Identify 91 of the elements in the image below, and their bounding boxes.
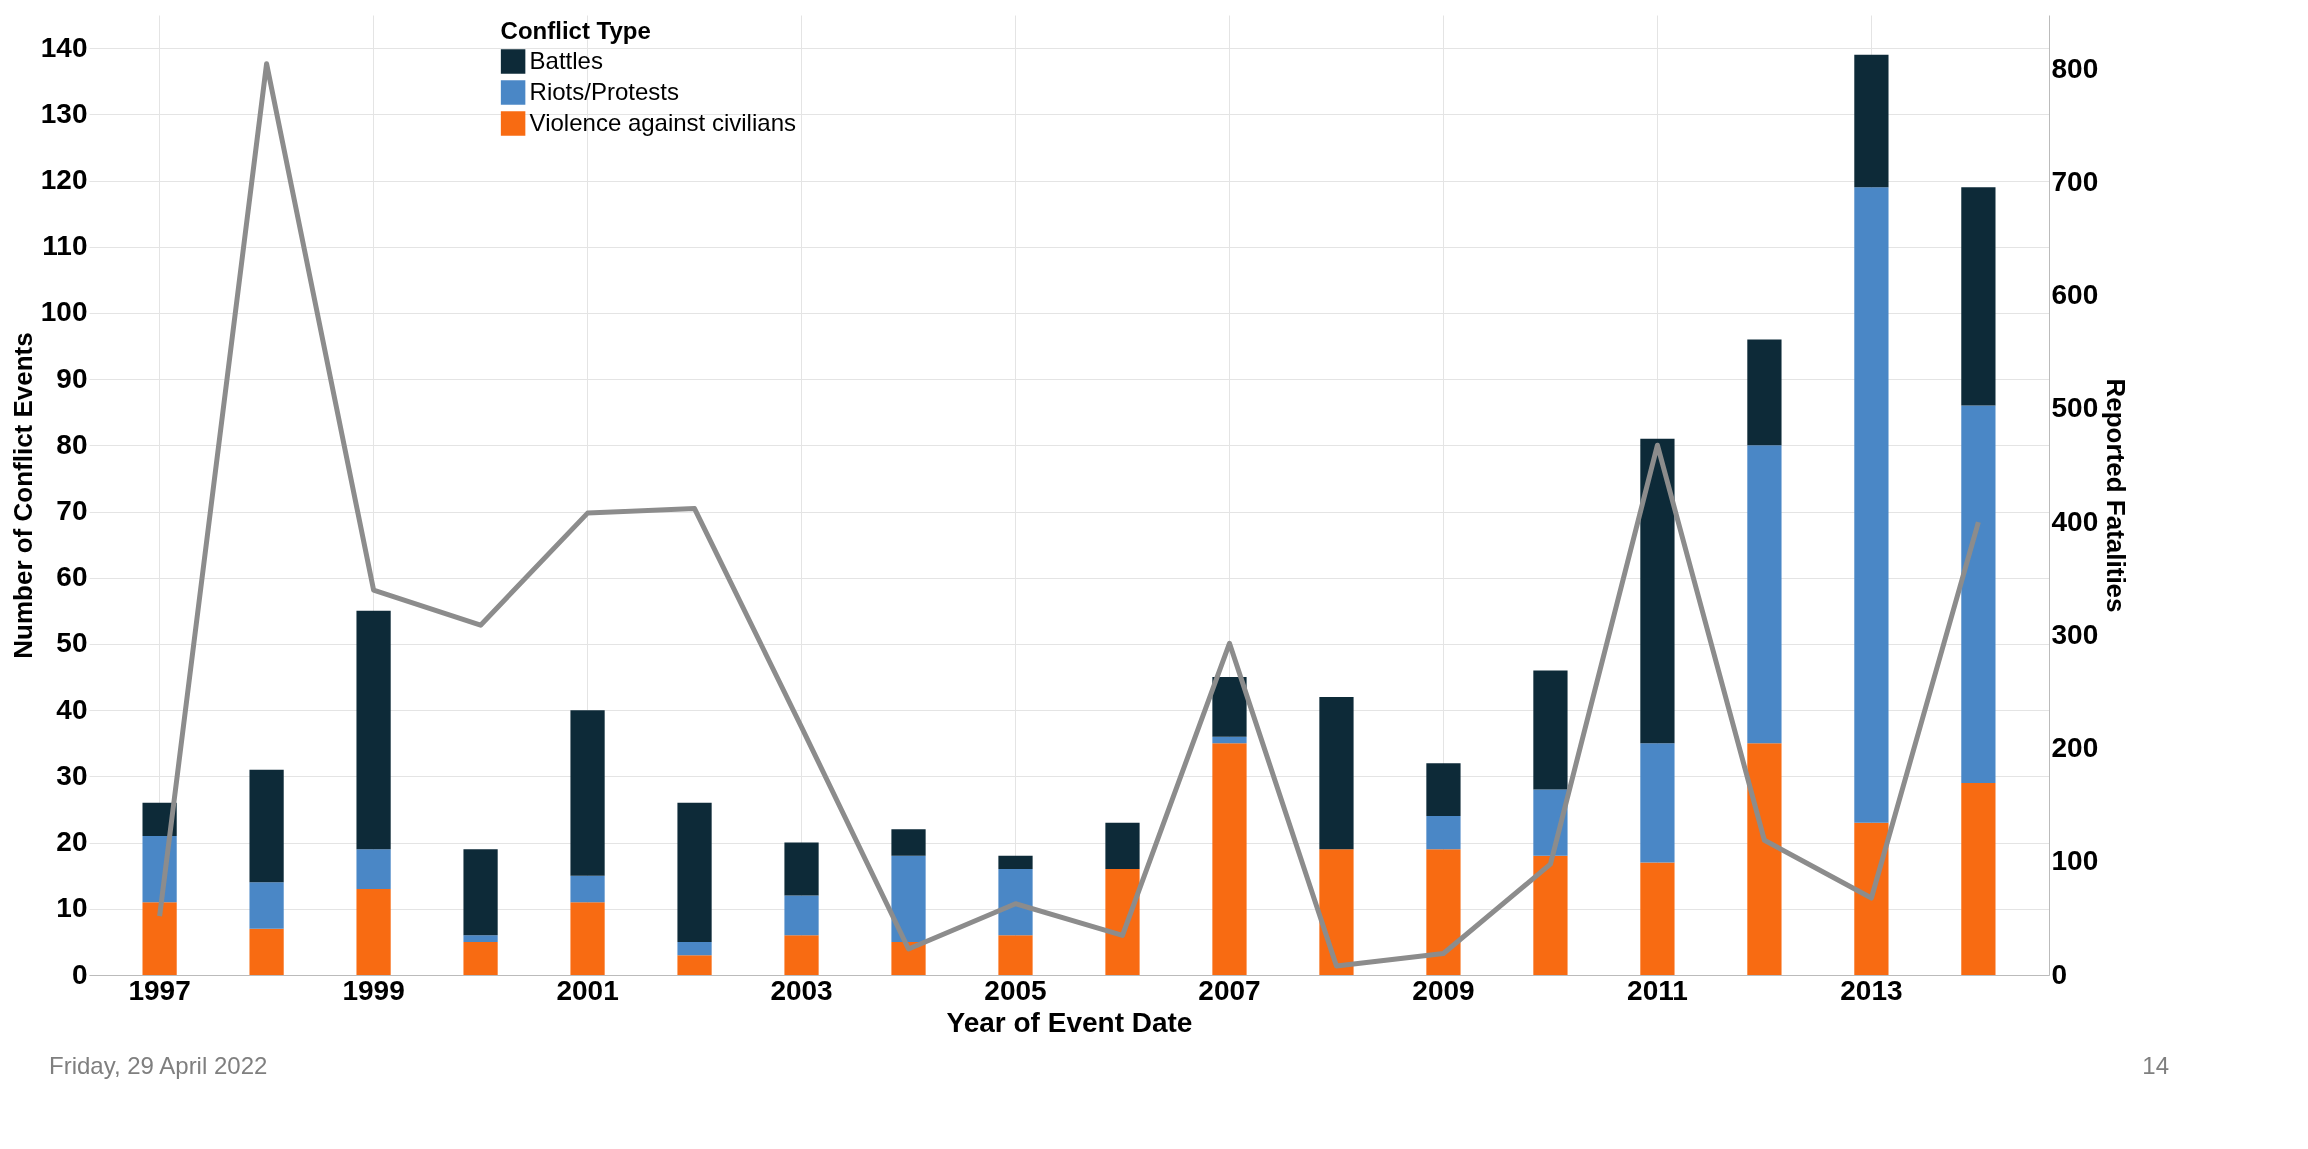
y-tick-label: 70	[56, 495, 88, 527]
bar	[1533, 670, 1568, 790]
bar	[249, 769, 284, 883]
bar	[1319, 696, 1354, 850]
y2-tick-label: 400	[2051, 505, 2099, 537]
bar	[1961, 187, 1996, 406]
y-tick-label: 100	[40, 296, 88, 328]
bar	[998, 935, 1033, 975]
legend-label: Battles	[529, 46, 603, 74]
bar	[1854, 187, 1889, 823]
bar	[1105, 869, 1140, 975]
bar	[1747, 339, 1782, 446]
bar	[356, 888, 391, 975]
y-tick-label: 90	[56, 362, 88, 394]
bar	[1961, 405, 1996, 783]
bar	[891, 941, 926, 975]
bar	[356, 849, 391, 889]
bar	[463, 935, 498, 942]
legend-title: Conflict Type	[500, 17, 651, 44]
bar	[677, 802, 712, 942]
bar	[891, 855, 926, 942]
bar	[891, 829, 926, 856]
y2-axis-title: Reported Fatalities	[2101, 378, 2132, 613]
bar	[1640, 862, 1675, 975]
x-axis-title: Year of Event Date	[946, 1006, 1193, 1038]
y-tick-label: 140	[40, 31, 88, 63]
text: 14	[2142, 1052, 2169, 1079]
bar	[570, 710, 605, 876]
y-tick-label: 30	[56, 759, 88, 791]
y2-tick-label: 500	[2051, 392, 2099, 424]
bar	[570, 875, 605, 903]
bar	[1212, 736, 1247, 744]
bar	[784, 895, 819, 936]
y2-tick-label: 700	[2051, 166, 2099, 198]
text: Friday, 29 April 2022	[49, 1052, 268, 1079]
y2-tick-label: 200	[2051, 732, 2099, 764]
x-tick-label: 1999	[342, 974, 405, 1006]
bar	[1533, 855, 1568, 975]
y2-tick-label: 600	[2051, 279, 2099, 311]
bar	[1747, 445, 1782, 744]
bar	[570, 902, 605, 975]
bar	[998, 855, 1033, 870]
bar	[784, 842, 819, 896]
y-tick-label: 130	[40, 97, 88, 129]
y2-tick-label: 0	[2051, 958, 2068, 990]
bar	[463, 849, 498, 936]
x-tick-label: 2011	[1627, 974, 1688, 1006]
bar	[1426, 763, 1461, 817]
bar	[249, 928, 284, 975]
legend-label: Riots/Protests	[529, 77, 679, 105]
bar	[142, 902, 177, 975]
bar	[677, 941, 712, 956]
x-tick-label: 1997	[128, 974, 191, 1006]
bar	[998, 869, 1033, 936]
bar	[249, 882, 284, 929]
y-tick-label: 50	[56, 627, 88, 659]
bar	[1319, 849, 1354, 975]
y-tick-label: 40	[56, 693, 88, 725]
y-tick-label: 0	[71, 958, 88, 990]
bar	[1854, 54, 1889, 188]
bar	[1212, 743, 1247, 975]
bar	[1426, 816, 1461, 850]
x-tick-label: 2003	[770, 974, 833, 1006]
bar	[1640, 743, 1675, 863]
bar	[463, 941, 498, 975]
x-tick-label: 2013	[1840, 974, 1903, 1006]
y-tick-label: 60	[56, 561, 88, 593]
y2-tick-label: 100	[2051, 845, 2099, 877]
bar	[1961, 783, 1996, 975]
bar	[677, 955, 712, 975]
x-tick-label: 2001	[556, 974, 619, 1006]
x-tick-label: 2005	[984, 974, 1047, 1006]
legend-label: Violence against civilians	[529, 108, 796, 136]
bar	[1747, 743, 1782, 975]
bar	[356, 610, 391, 850]
bar	[1426, 849, 1461, 975]
x-tick-label: 2009	[1412, 974, 1475, 1006]
y-axis-title: Number of Conflict Events	[7, 332, 38, 659]
y2-tick-label: 300	[2051, 618, 2099, 650]
y-tick-label: 120	[40, 164, 88, 196]
x-tick-label: 2007	[1198, 974, 1261, 1006]
bar	[1640, 438, 1675, 744]
bar	[1854, 822, 1889, 975]
bar	[1212, 677, 1247, 737]
y-tick-label: 10	[56, 892, 88, 924]
y-tick-label: 80	[56, 428, 88, 460]
bar	[784, 935, 819, 975]
y2-tick-label: 800	[2051, 52, 2099, 84]
y-tick-label: 110	[42, 230, 88, 262]
bar	[1105, 822, 1140, 870]
y-tick-label: 20	[56, 826, 88, 858]
